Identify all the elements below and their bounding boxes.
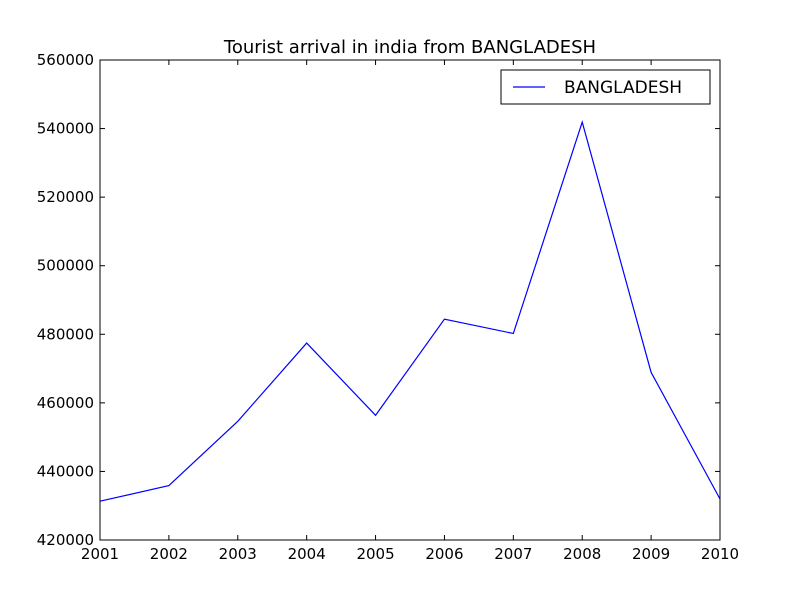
x-tick-label: 2003 [219, 545, 257, 563]
y-tick-label: 440000 [37, 462, 94, 480]
x-tick-label: 2006 [425, 545, 463, 563]
x-tick-label: 2001 [81, 545, 119, 563]
y-tick-label: 500000 [37, 257, 94, 275]
series-line [99, 120, 721, 502]
y-tick-label: 520000 [37, 188, 94, 206]
y-tick-label: 540000 [37, 120, 94, 138]
y-tick-label: 460000 [37, 394, 94, 412]
x-axis-ticks: 2001 2002 2003 2004 2005 2006 2007 2008 2009 2010 [81, 60, 739, 563]
x-tick-label: 2005 [356, 545, 394, 563]
x-tick-label: 2004 [288, 545, 326, 563]
chart-title: Tourist arrival in india from BANGLADESH [223, 37, 596, 58]
y-tick-label: 560000 [37, 51, 94, 69]
x-tick-label: 2002 [150, 545, 188, 563]
x-tick-label: 2009 [632, 545, 670, 563]
legend-label: BANGLADESH [564, 78, 682, 98]
legend: BANGLADESH [500, 69, 711, 105]
x-tick-label: 2010 [701, 545, 739, 563]
y-axis-ticks: 420000 440000 460000 480000 500000 520000 5400… [37, 51, 720, 549]
plot-frame [99, 59, 721, 541]
x-tick-label: 2008 [563, 545, 601, 563]
series-layer [99, 120, 721, 502]
y-tick-label: 480000 [37, 325, 94, 343]
x-tick-label: 2007 [494, 545, 532, 563]
y-tick-label: 420000 [37, 531, 94, 549]
